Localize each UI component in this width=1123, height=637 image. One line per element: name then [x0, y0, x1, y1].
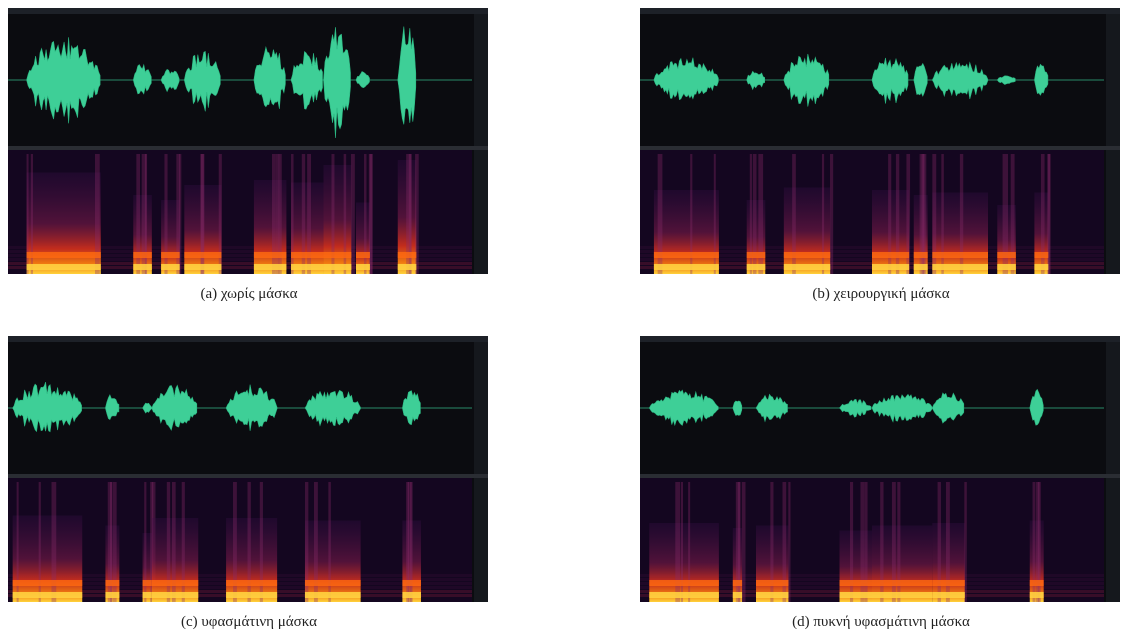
spectrogram-region [13, 516, 83, 603]
spectrogram-streak [788, 482, 790, 602]
divider [640, 474, 1120, 478]
caption: (b) χειρουργική μάσκα [640, 286, 1122, 303]
formant [872, 264, 909, 270]
formant [784, 252, 830, 258]
formant [161, 264, 180, 270]
divider [8, 146, 488, 150]
formant [398, 264, 417, 270]
formant [184, 252, 221, 258]
formant [402, 592, 421, 598]
formant [756, 592, 788, 598]
formant [997, 264, 1016, 270]
formant [226, 580, 277, 586]
audio-panel [8, 336, 488, 602]
formant [784, 264, 830, 270]
formant [914, 264, 928, 270]
formant [747, 264, 766, 270]
formant [1030, 592, 1044, 598]
formant [324, 252, 352, 258]
formant [932, 592, 964, 598]
spectrogram-streak [351, 154, 355, 274]
spectrogram-streak [830, 154, 833, 274]
formant [254, 264, 286, 270]
formant [840, 592, 872, 598]
formant [305, 580, 361, 586]
formant [747, 252, 766, 258]
figure: (a) χωρίς μάσκα (b) χειρουργική μάσκα (c) … [0, 0, 1123, 637]
formant [1030, 580, 1044, 586]
formant [184, 264, 221, 270]
spectrogram-region [649, 523, 719, 602]
formant [356, 264, 370, 270]
formant [133, 264, 152, 270]
formant [324, 264, 352, 270]
formant [356, 252, 370, 258]
formant [654, 252, 719, 258]
divider [8, 474, 488, 478]
formant [291, 252, 323, 258]
scale-strip [474, 342, 488, 602]
formant [932, 252, 988, 258]
formant [133, 252, 152, 258]
audio-panel [640, 336, 1120, 602]
formant [872, 252, 909, 258]
audio-panel [8, 8, 488, 274]
formant [402, 580, 421, 586]
formant [914, 252, 928, 258]
formant [143, 592, 152, 598]
audio-panel [640, 8, 1120, 274]
formant [161, 252, 180, 258]
formant [932, 580, 964, 586]
formant [756, 580, 788, 586]
spectrogram-region [305, 521, 361, 603]
formant [1034, 252, 1048, 258]
formant [27, 252, 101, 258]
toolbar [8, 336, 488, 342]
formant [143, 580, 152, 586]
spectrogram-region [27, 173, 101, 275]
formant [13, 592, 83, 598]
formant [305, 592, 361, 598]
toolbar [640, 336, 1120, 342]
formant [654, 264, 719, 270]
toolbar [640, 8, 1120, 14]
formant [649, 580, 719, 586]
scale-strip [474, 14, 488, 274]
formant [152, 592, 198, 598]
formant [1034, 264, 1048, 270]
divider [640, 146, 1120, 150]
scale-strip [1106, 342, 1120, 602]
formant [152, 580, 198, 586]
formant [872, 592, 932, 598]
formant [932, 264, 988, 270]
formant [291, 264, 323, 270]
formant [226, 592, 277, 598]
spectrogram-streak [742, 482, 746, 602]
spectrogram-region [654, 190, 719, 274]
caption: (c) υφασμάτινη μάσκα [8, 614, 490, 631]
formant [649, 592, 719, 598]
spectrogram-region [356, 203, 370, 275]
formant [733, 592, 742, 598]
caption: (d) πυκνή υφασμάτινη μάσκα [640, 614, 1122, 631]
formant [27, 264, 101, 270]
scale-strip [1106, 14, 1120, 274]
caption: (a) χωρίς μάσκα [8, 286, 490, 303]
formant [733, 580, 742, 586]
formant [872, 580, 932, 586]
formant [997, 252, 1016, 258]
toolbar [8, 8, 488, 14]
formant [105, 580, 119, 586]
formant [105, 592, 119, 598]
formant [398, 252, 417, 258]
formant [840, 580, 872, 586]
formant [13, 580, 83, 586]
formant [254, 252, 286, 258]
